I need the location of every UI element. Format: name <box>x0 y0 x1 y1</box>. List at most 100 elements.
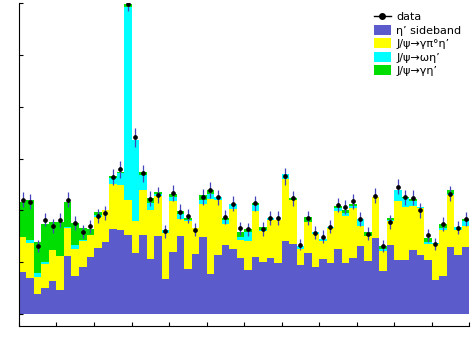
Bar <box>311 267 319 314</box>
Bar <box>139 235 146 314</box>
Bar <box>304 218 311 222</box>
Bar <box>154 236 162 314</box>
Bar <box>244 241 252 270</box>
Bar <box>401 198 409 199</box>
Bar <box>349 204 356 206</box>
Bar <box>176 219 184 236</box>
Bar <box>447 195 454 247</box>
Bar <box>454 255 462 314</box>
Bar <box>109 178 117 184</box>
Bar <box>311 232 319 234</box>
Bar <box>259 226 266 230</box>
Bar <box>274 220 282 263</box>
Bar <box>101 242 109 314</box>
Bar <box>432 244 439 280</box>
Bar <box>124 4 131 7</box>
Bar <box>64 228 72 256</box>
Bar <box>184 269 191 314</box>
Bar <box>64 202 72 227</box>
Bar <box>162 231 169 233</box>
Bar <box>379 245 387 249</box>
Bar <box>19 202 27 237</box>
Bar <box>334 249 342 314</box>
Bar <box>72 276 79 314</box>
Bar <box>229 208 237 249</box>
Bar <box>401 260 409 314</box>
Bar <box>282 178 289 241</box>
Bar <box>244 270 252 314</box>
Bar <box>34 294 42 314</box>
Bar <box>34 277 42 294</box>
Bar <box>42 264 49 288</box>
Bar <box>131 253 139 314</box>
Bar <box>221 218 229 220</box>
Bar <box>432 243 439 244</box>
Bar <box>289 198 297 200</box>
Bar <box>237 237 244 240</box>
Bar <box>244 228 252 232</box>
Bar <box>199 204 207 237</box>
Bar <box>304 253 311 314</box>
Bar <box>146 203 154 210</box>
Bar <box>319 259 327 314</box>
Bar <box>237 232 244 237</box>
Bar <box>319 239 327 241</box>
Bar <box>221 224 229 245</box>
Bar <box>342 210 349 214</box>
Bar <box>237 258 244 314</box>
Bar <box>327 227 334 228</box>
Bar <box>176 236 184 314</box>
Bar <box>199 195 207 200</box>
Legend: data, η’ sideband, J/ψ→γπ°η’, J/ψ→ωη’, J/ψ→γη’: data, η’ sideband, J/ψ→γπ°η’, J/ψ→ωη’, J… <box>372 9 464 79</box>
Bar <box>169 197 176 201</box>
Bar <box>349 208 356 258</box>
Bar <box>237 240 244 258</box>
Bar <box>334 211 342 249</box>
Bar <box>42 288 49 314</box>
Bar <box>387 220 394 221</box>
Bar <box>342 216 349 262</box>
Bar <box>401 207 409 260</box>
Bar <box>304 222 311 253</box>
Bar <box>439 228 447 230</box>
Bar <box>259 230 266 231</box>
Bar <box>387 245 394 314</box>
Bar <box>356 246 364 314</box>
Bar <box>27 240 34 243</box>
Bar <box>139 172 146 175</box>
Bar <box>94 212 101 215</box>
Bar <box>266 220 274 258</box>
Bar <box>349 206 356 208</box>
Bar <box>409 250 417 314</box>
Bar <box>311 234 319 267</box>
Bar <box>34 242 42 273</box>
Bar <box>207 274 214 314</box>
Bar <box>191 228 199 254</box>
Bar <box>447 247 454 314</box>
Bar <box>34 273 42 277</box>
Bar <box>162 233 169 279</box>
Bar <box>252 203 259 205</box>
Bar <box>94 248 101 314</box>
Bar <box>146 198 154 203</box>
Bar <box>297 246 304 250</box>
Bar <box>266 258 274 314</box>
Bar <box>454 227 462 230</box>
Bar <box>424 260 432 314</box>
Bar <box>229 204 237 208</box>
Bar <box>252 257 259 314</box>
Bar <box>109 176 117 178</box>
Bar <box>266 218 274 220</box>
Bar <box>327 228 334 264</box>
Bar <box>356 226 364 246</box>
Bar <box>372 198 379 238</box>
Bar <box>56 256 64 289</box>
Bar <box>27 243 34 278</box>
Bar <box>417 208 424 255</box>
Bar <box>334 208 342 211</box>
Bar <box>184 221 191 269</box>
Bar <box>409 200 417 202</box>
Bar <box>131 221 139 253</box>
Bar <box>252 205 259 211</box>
Bar <box>117 230 124 314</box>
